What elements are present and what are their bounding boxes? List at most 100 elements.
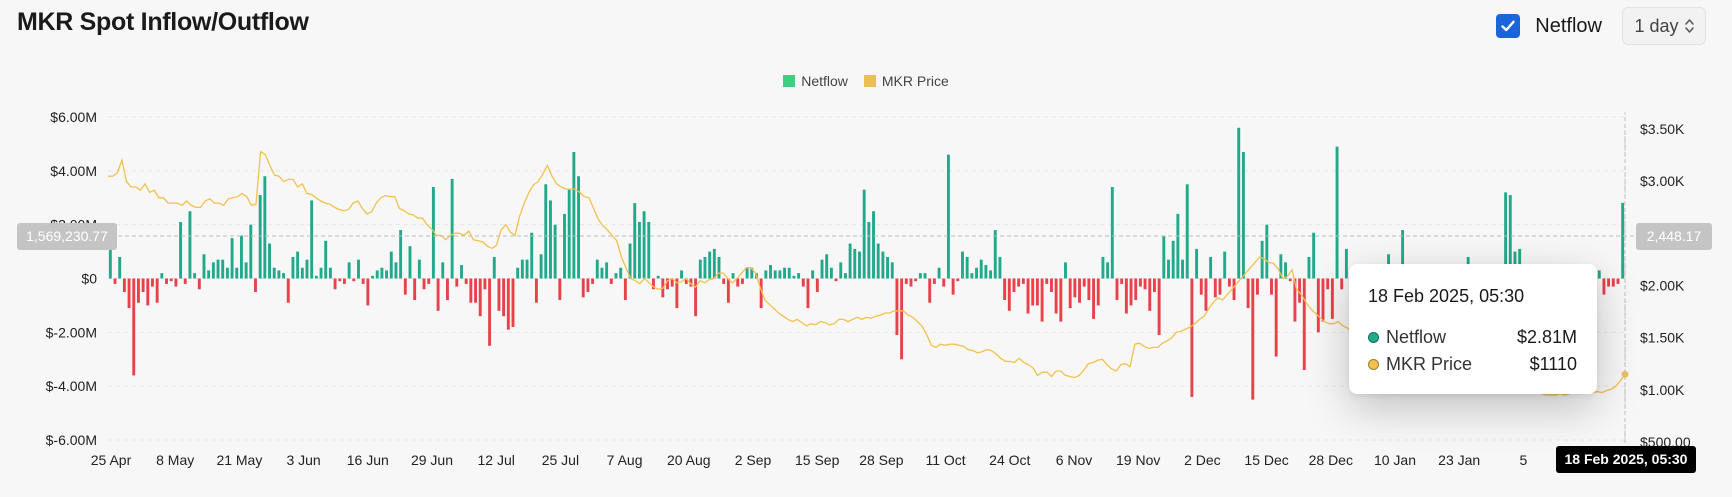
y-left-tick-label: $6.00M bbox=[50, 109, 97, 125]
netflow-bar bbox=[502, 278, 506, 317]
netflow-bar bbox=[1270, 278, 1273, 295]
crosshair-right-value: 2,448.17 bbox=[1636, 223, 1712, 250]
netflow-bar bbox=[1031, 278, 1035, 306]
netflow-bar bbox=[1026, 278, 1030, 314]
netflow-bar bbox=[867, 221, 871, 279]
netflow-bar bbox=[792, 275, 796, 279]
netflow-bar bbox=[277, 270, 281, 279]
netflow-bar bbox=[890, 262, 894, 279]
netflow-bar bbox=[254, 278, 257, 292]
x-tick-label: 19 Nov bbox=[1116, 452, 1160, 468]
netflow-bar bbox=[272, 267, 276, 279]
netflow-bar bbox=[511, 278, 515, 327]
netflow-bar bbox=[352, 278, 356, 282]
netflow-bar bbox=[525, 259, 529, 279]
netflow-bar bbox=[1082, 278, 1086, 287]
netflow-bar bbox=[1181, 259, 1184, 279]
netflow-bar bbox=[666, 278, 669, 290]
netflow-bar bbox=[769, 265, 772, 279]
netflow-bar bbox=[333, 278, 337, 290]
netflow-bar bbox=[1059, 278, 1063, 322]
netflow-bar bbox=[408, 246, 412, 279]
checkmark-icon bbox=[1501, 20, 1515, 32]
netflow-bar bbox=[146, 278, 150, 306]
netflow-bar bbox=[595, 259, 599, 279]
netflow-bar bbox=[179, 221, 183, 279]
netflow-bar bbox=[764, 270, 768, 279]
netflow-bar bbox=[342, 278, 346, 284]
netflow-bar bbox=[361, 278, 365, 284]
tooltip-value-netflow: $2.81M bbox=[1516, 327, 1577, 347]
netflow-bar bbox=[520, 259, 524, 279]
netflow-bar bbox=[127, 278, 131, 309]
netflow-bar bbox=[619, 267, 623, 279]
netflow-bar bbox=[698, 259, 702, 279]
netflow-checkbox-label[interactable]: Netflow bbox=[1535, 14, 1602, 37]
netflow-bar bbox=[956, 278, 960, 282]
netflow-bar bbox=[183, 278, 187, 284]
netflow-bar bbox=[1335, 146, 1339, 279]
x-tick-label: 8 May bbox=[156, 452, 194, 468]
netflow-bar bbox=[633, 203, 637, 279]
netflow-bar bbox=[918, 273, 922, 279]
netflow-bar bbox=[108, 248, 112, 279]
netflow-bar bbox=[193, 273, 197, 279]
y-right-tick-label: $2.00K bbox=[1640, 278, 1685, 294]
x-tick-label: 2 Dec bbox=[1184, 452, 1221, 468]
netflow-bar bbox=[122, 278, 126, 292]
tooltip-value-price: $1110 bbox=[1529, 354, 1577, 374]
netflow-bar bbox=[553, 224, 557, 279]
legend-item-netflow[interactable]: Netflow bbox=[783, 73, 848, 89]
netflow-bar bbox=[230, 238, 234, 279]
legend-item-price[interactable]: MKR Price bbox=[863, 73, 949, 89]
netflow-bar bbox=[1190, 278, 1194, 397]
netflow-bar bbox=[394, 262, 398, 279]
netflow-bar bbox=[319, 267, 323, 279]
x-tick-label: 6 Nov bbox=[1056, 452, 1093, 468]
netflow-bar bbox=[1508, 195, 1512, 279]
netflow-bar bbox=[427, 278, 431, 284]
netflow-bar bbox=[1124, 278, 1128, 314]
netflow-bar bbox=[759, 278, 763, 309]
netflow-bar bbox=[1274, 278, 1278, 357]
netflow-bar bbox=[1321, 278, 1325, 322]
netflow-bar bbox=[1040, 278, 1044, 322]
x-tick-label: 28 Dec bbox=[1309, 452, 1353, 468]
netflow-bar bbox=[389, 251, 393, 279]
netflow-bar bbox=[169, 278, 173, 282]
netflow-bar bbox=[937, 267, 941, 279]
netflow-bar bbox=[300, 267, 304, 279]
netflow-bar bbox=[286, 278, 290, 303]
netflow-bar bbox=[1607, 278, 1611, 287]
netflow-bar bbox=[563, 213, 566, 279]
netflow-bar bbox=[731, 273, 735, 279]
netflow-bar bbox=[703, 256, 707, 279]
legend-swatch-netflow bbox=[783, 75, 796, 87]
netflow-bar bbox=[923, 273, 927, 279]
x-tick-label: 23 Jan bbox=[1438, 452, 1480, 468]
netflow-bar bbox=[694, 278, 698, 317]
x-tick-label: 29 Jun bbox=[411, 452, 453, 468]
netflow-bar bbox=[455, 278, 459, 287]
x-tick-label: 15 Sep bbox=[795, 452, 840, 468]
netflow-bar bbox=[834, 278, 838, 282]
netflow-bar bbox=[1157, 278, 1161, 336]
netflow-bar bbox=[534, 278, 538, 303]
legend-label-netflow: Netflow bbox=[801, 73, 848, 89]
netflow-bar bbox=[881, 251, 885, 279]
crosshair bbox=[118, 117, 1636, 446]
y-left-tick-label: $-4.00M bbox=[46, 378, 97, 394]
netflow-bar bbox=[1312, 232, 1316, 279]
netflow-bar bbox=[338, 278, 342, 282]
netflow-bar bbox=[1293, 278, 1297, 322]
netflow-bar bbox=[591, 278, 595, 284]
netflow-bar bbox=[305, 259, 309, 279]
netflow-bar bbox=[549, 200, 552, 279]
interval-select[interactable]: 1 day bbox=[1622, 7, 1706, 45]
netflow-checkbox[interactable] bbox=[1496, 14, 1521, 38]
netflow-bar bbox=[1316, 278, 1320, 333]
netflow-bar bbox=[1092, 278, 1096, 319]
netflow-bar bbox=[1096, 278, 1100, 306]
netflow-bar bbox=[628, 243, 632, 279]
